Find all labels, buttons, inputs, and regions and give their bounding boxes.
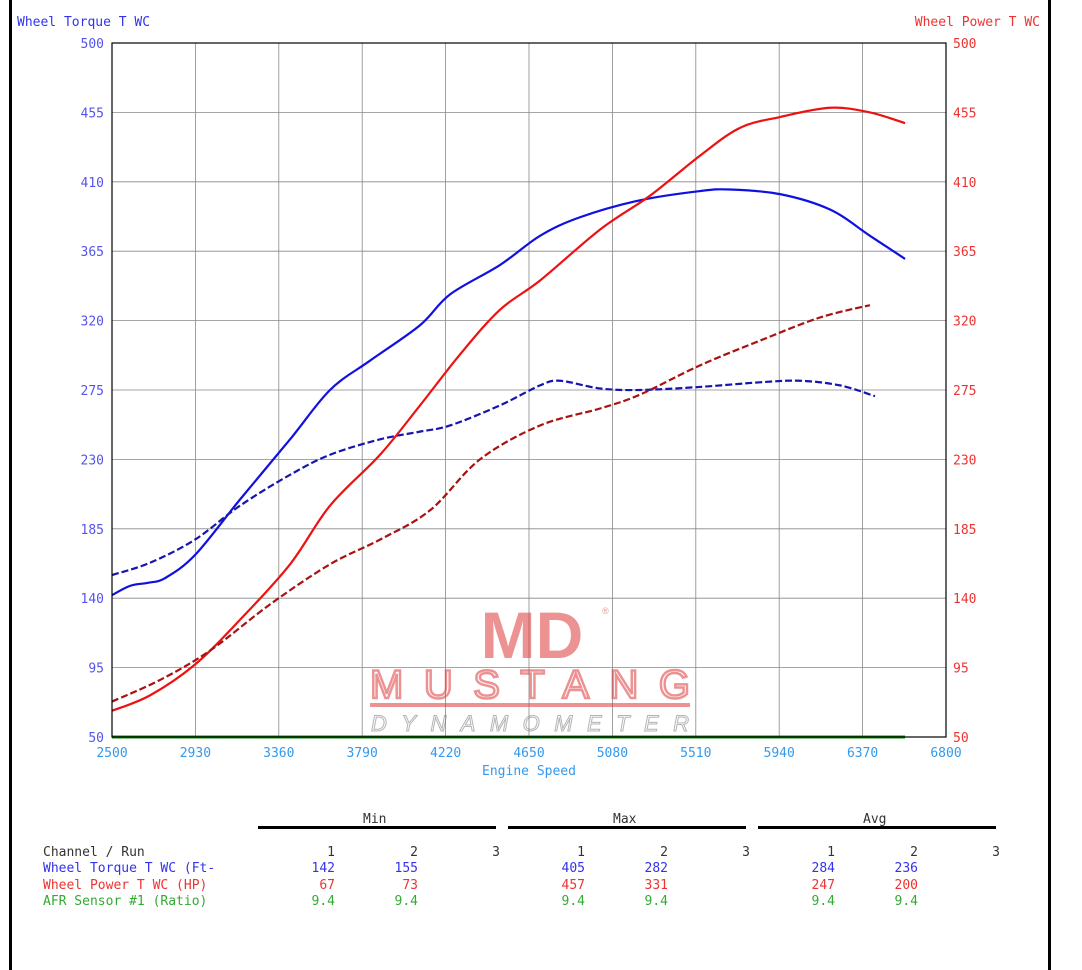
table-value: 331	[644, 877, 668, 893]
series-line-power-run2	[111, 304, 871, 703]
series-line-power-run1	[111, 106, 906, 712]
group-header: Max	[613, 812, 637, 827]
table-value: 142	[311, 861, 335, 876]
right-y-tick-label: 320	[953, 315, 976, 330]
left-y-tick-label: 230	[81, 453, 104, 468]
right-y-tick-label: 50	[953, 731, 969, 746]
table-value: 9.4	[894, 894, 918, 909]
channel-label: Wheel Torque T WC (Ft-	[43, 861, 216, 876]
left-y-tick-label: 455	[81, 106, 104, 121]
table-value: 9.4	[811, 894, 835, 909]
left-y-tick-label: 275	[81, 384, 104, 399]
channel-run-header: Channel / Run	[43, 845, 145, 860]
x-tick-label: 5510	[680, 746, 711, 761]
table-value: 200	[894, 877, 918, 893]
channel-label: AFR Sensor #1 (Ratio)	[43, 894, 208, 909]
group-header: Min	[363, 812, 387, 827]
right-axis-label: Wheel Power T WC	[915, 15, 1040, 30]
table-value: 155	[394, 861, 418, 876]
run-number: 2	[410, 845, 418, 860]
run-number: 1	[827, 845, 835, 860]
channel-label: Wheel Power T WC (HP)	[43, 877, 208, 893]
table-value: 247	[811, 877, 835, 893]
table-value: 284	[811, 861, 835, 876]
table-value: 405	[561, 861, 585, 876]
logo-mark: MD	[481, 598, 584, 672]
x-tick-label: 3790	[347, 746, 378, 761]
right-y-tick-label: 500	[953, 37, 976, 52]
x-tick-label: 2930	[180, 746, 211, 761]
logo-registered: ®	[602, 606, 609, 616]
right-y-tick-label: 140	[953, 592, 976, 607]
table-value: 236	[894, 861, 918, 876]
run-number: 2	[660, 845, 668, 860]
left-y-tick-label: 140	[81, 592, 104, 607]
left-y-tick-label: 95	[88, 662, 104, 677]
run-number: 2	[910, 845, 918, 860]
x-axis-label: Engine Speed	[482, 764, 576, 779]
series-line-torque-run1	[111, 188, 906, 597]
run-number: 3	[742, 845, 750, 860]
page-frame	[9, 0, 1051, 970]
group-rule	[758, 826, 996, 829]
x-tick-label: 2500	[96, 746, 127, 761]
right-y-tick-label: 230	[953, 453, 976, 468]
logo-sub: DYNAMOMETER	[371, 711, 689, 736]
table-value: 9.4	[561, 894, 585, 909]
left-y-tick-label: 320	[81, 315, 104, 330]
plot-border	[111, 42, 947, 738]
x-tick-label: 6800	[930, 746, 961, 761]
run-number: 3	[492, 845, 500, 860]
group-header: Avg	[863, 812, 887, 827]
right-y-tick-label: 365	[953, 245, 976, 260]
group-rule	[258, 826, 496, 829]
table-value: 9.4	[644, 894, 668, 909]
left-y-tick-label: 185	[81, 523, 104, 538]
run-number: 1	[327, 845, 335, 860]
left-axis-label: Wheel Torque T WC	[17, 15, 150, 30]
series-line-torque-run2	[111, 379, 876, 577]
table-value: 9.4	[394, 894, 418, 909]
group-rule	[508, 826, 746, 829]
run-number: 1	[577, 845, 585, 860]
x-tick-label: 5940	[764, 746, 795, 761]
run-number: 3	[992, 845, 1000, 860]
x-tick-label: 3360	[263, 746, 294, 761]
x-tick-label: 4220	[430, 746, 461, 761]
logo-rule	[370, 703, 690, 707]
table-value: 9.4	[311, 894, 335, 909]
dyno-chart: MD ® MUSTANG DYNAMOMETER 2500 2930 3360 379…	[17, 15, 1040, 779]
table-value: 457	[561, 877, 585, 893]
table-value: 282	[644, 861, 668, 876]
x-tick-label: 4650	[513, 746, 544, 761]
left-y-tick-label: 365	[81, 245, 104, 260]
left-y-tick-label: 410	[81, 176, 104, 191]
left-y-tick-label: 50	[88, 731, 104, 746]
x-tick-label: 6370	[847, 746, 878, 761]
mustang-dynamometer-logo: MD ® MUSTANG DYNAMOMETER	[369, 598, 692, 737]
x-tick-label: 5080	[597, 746, 628, 761]
right-y-tick-label: 185	[953, 523, 976, 538]
logo-name: MUSTANG	[370, 663, 690, 707]
right-y-tick-label: 410	[953, 176, 976, 191]
table-value: 67	[319, 877, 335, 893]
right-y-tick-label: 275	[953, 384, 976, 399]
table-value: 73	[402, 877, 418, 893]
right-y-tick-label: 455	[953, 106, 976, 121]
right-y-tick-label: 95	[953, 662, 969, 677]
left-y-tick-label: 500	[81, 37, 104, 52]
